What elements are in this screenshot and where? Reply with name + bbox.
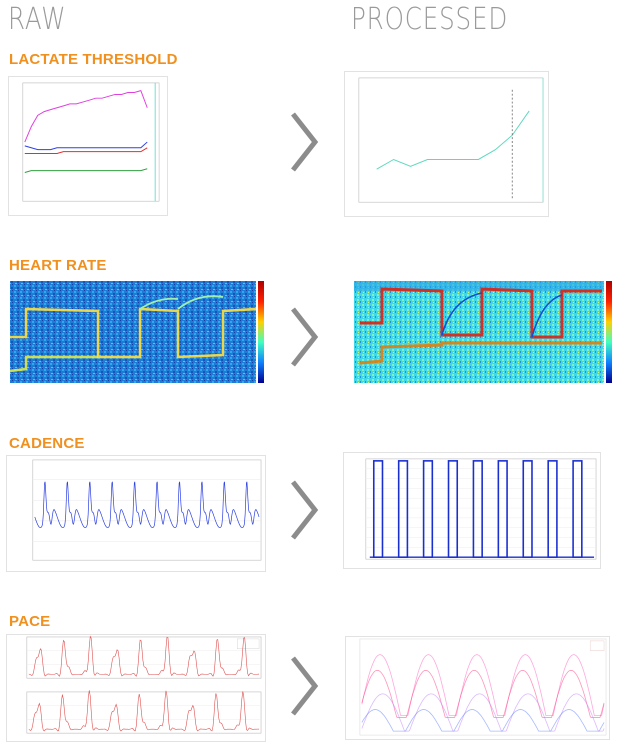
lactate-raw-chart	[22, 82, 160, 202]
lower-plot-frame	[26, 691, 262, 734]
hr-band-upper	[10, 307, 257, 359]
heart-rate-title: HEART RATE	[9, 257, 107, 274]
cadence-raw-plot	[6, 455, 266, 572]
raw-column-heading: RAW	[8, 2, 67, 37]
cadence-pulse	[397, 460, 409, 558]
pace-raw-plot	[6, 634, 266, 742]
hr-band-upper	[360, 287, 602, 339]
hr-band-harmonic	[139, 295, 224, 310]
cadence-pulse	[497, 460, 508, 558]
lactate-processed-chart	[358, 77, 544, 203]
pace-processed-plot	[345, 636, 610, 740]
pace-title: PACE	[9, 613, 51, 630]
cadence-pulse	[547, 460, 558, 558]
heart-rate-raw-chart	[9, 281, 264, 383]
processed-column-heading: PROCESSED	[351, 2, 509, 37]
lactate-threshold-title: LACTATE THRESHOLD	[9, 51, 178, 68]
cadence-pulse	[372, 460, 384, 558]
chevron-right-icon	[291, 656, 319, 716]
lactate-raw-plot	[8, 76, 168, 216]
legend-box	[589, 640, 605, 651]
cadence-pulse	[522, 460, 533, 558]
series-magenta-line	[24, 90, 148, 143]
upper-plot-frame	[26, 636, 262, 679]
pace-processed-line	[361, 669, 605, 718]
lactate-processed-plot	[344, 71, 549, 217]
spectrogram-field	[354, 281, 604, 383]
spectrogram-field	[10, 281, 256, 383]
pace-raw-line	[28, 690, 260, 732]
cadence-pulse	[572, 460, 583, 558]
colorbar	[258, 281, 264, 383]
pace-processed-line	[361, 693, 605, 732]
cadence-processed-chart	[365, 458, 597, 560]
series-green-line	[24, 168, 148, 173]
hr-band-lower	[9, 355, 98, 373]
cadence-pulse	[472, 460, 483, 558]
heart-rate-raw-spectrogram	[8, 279, 266, 388]
chevron-right-icon	[291, 112, 319, 172]
cadence-processed-plot	[343, 452, 601, 569]
plot-frame	[358, 77, 544, 203]
heart-rate-processed-spectrogram	[352, 279, 614, 388]
series-red-line	[24, 147, 148, 154]
colorbar	[606, 281, 612, 383]
chevron-right-icon	[291, 307, 319, 367]
pace-raw-chart	[26, 635, 262, 734]
spectrogram-top-band	[354, 281, 604, 291]
pace-processed-line	[361, 654, 605, 716]
plot-frame	[32, 459, 262, 561]
pace-raw-line	[28, 635, 260, 677]
plot-frame	[359, 638, 607, 736]
pace-processed-chart	[359, 638, 607, 736]
lactate-line	[376, 110, 530, 170]
cadence-title: CADENCE	[9, 435, 85, 452]
legend-box	[237, 638, 260, 649]
cadence-pulse	[447, 460, 459, 558]
pace-processed-line	[361, 709, 605, 732]
cadence-raw-line	[34, 481, 260, 528]
series-blue-line	[24, 141, 148, 151]
cadence-raw-chart	[32, 459, 262, 561]
plot-frame	[365, 458, 597, 560]
grid-lines	[365, 468, 597, 548]
cadence-pulse	[422, 460, 434, 558]
grid-lines	[26, 650, 262, 720]
hr-band-lower	[359, 341, 602, 365]
hr-band-harmonic	[441, 292, 563, 338]
chevron-right-icon	[291, 480, 319, 540]
heart-rate-processed-chart	[354, 281, 612, 383]
plot-frame	[22, 82, 160, 202]
